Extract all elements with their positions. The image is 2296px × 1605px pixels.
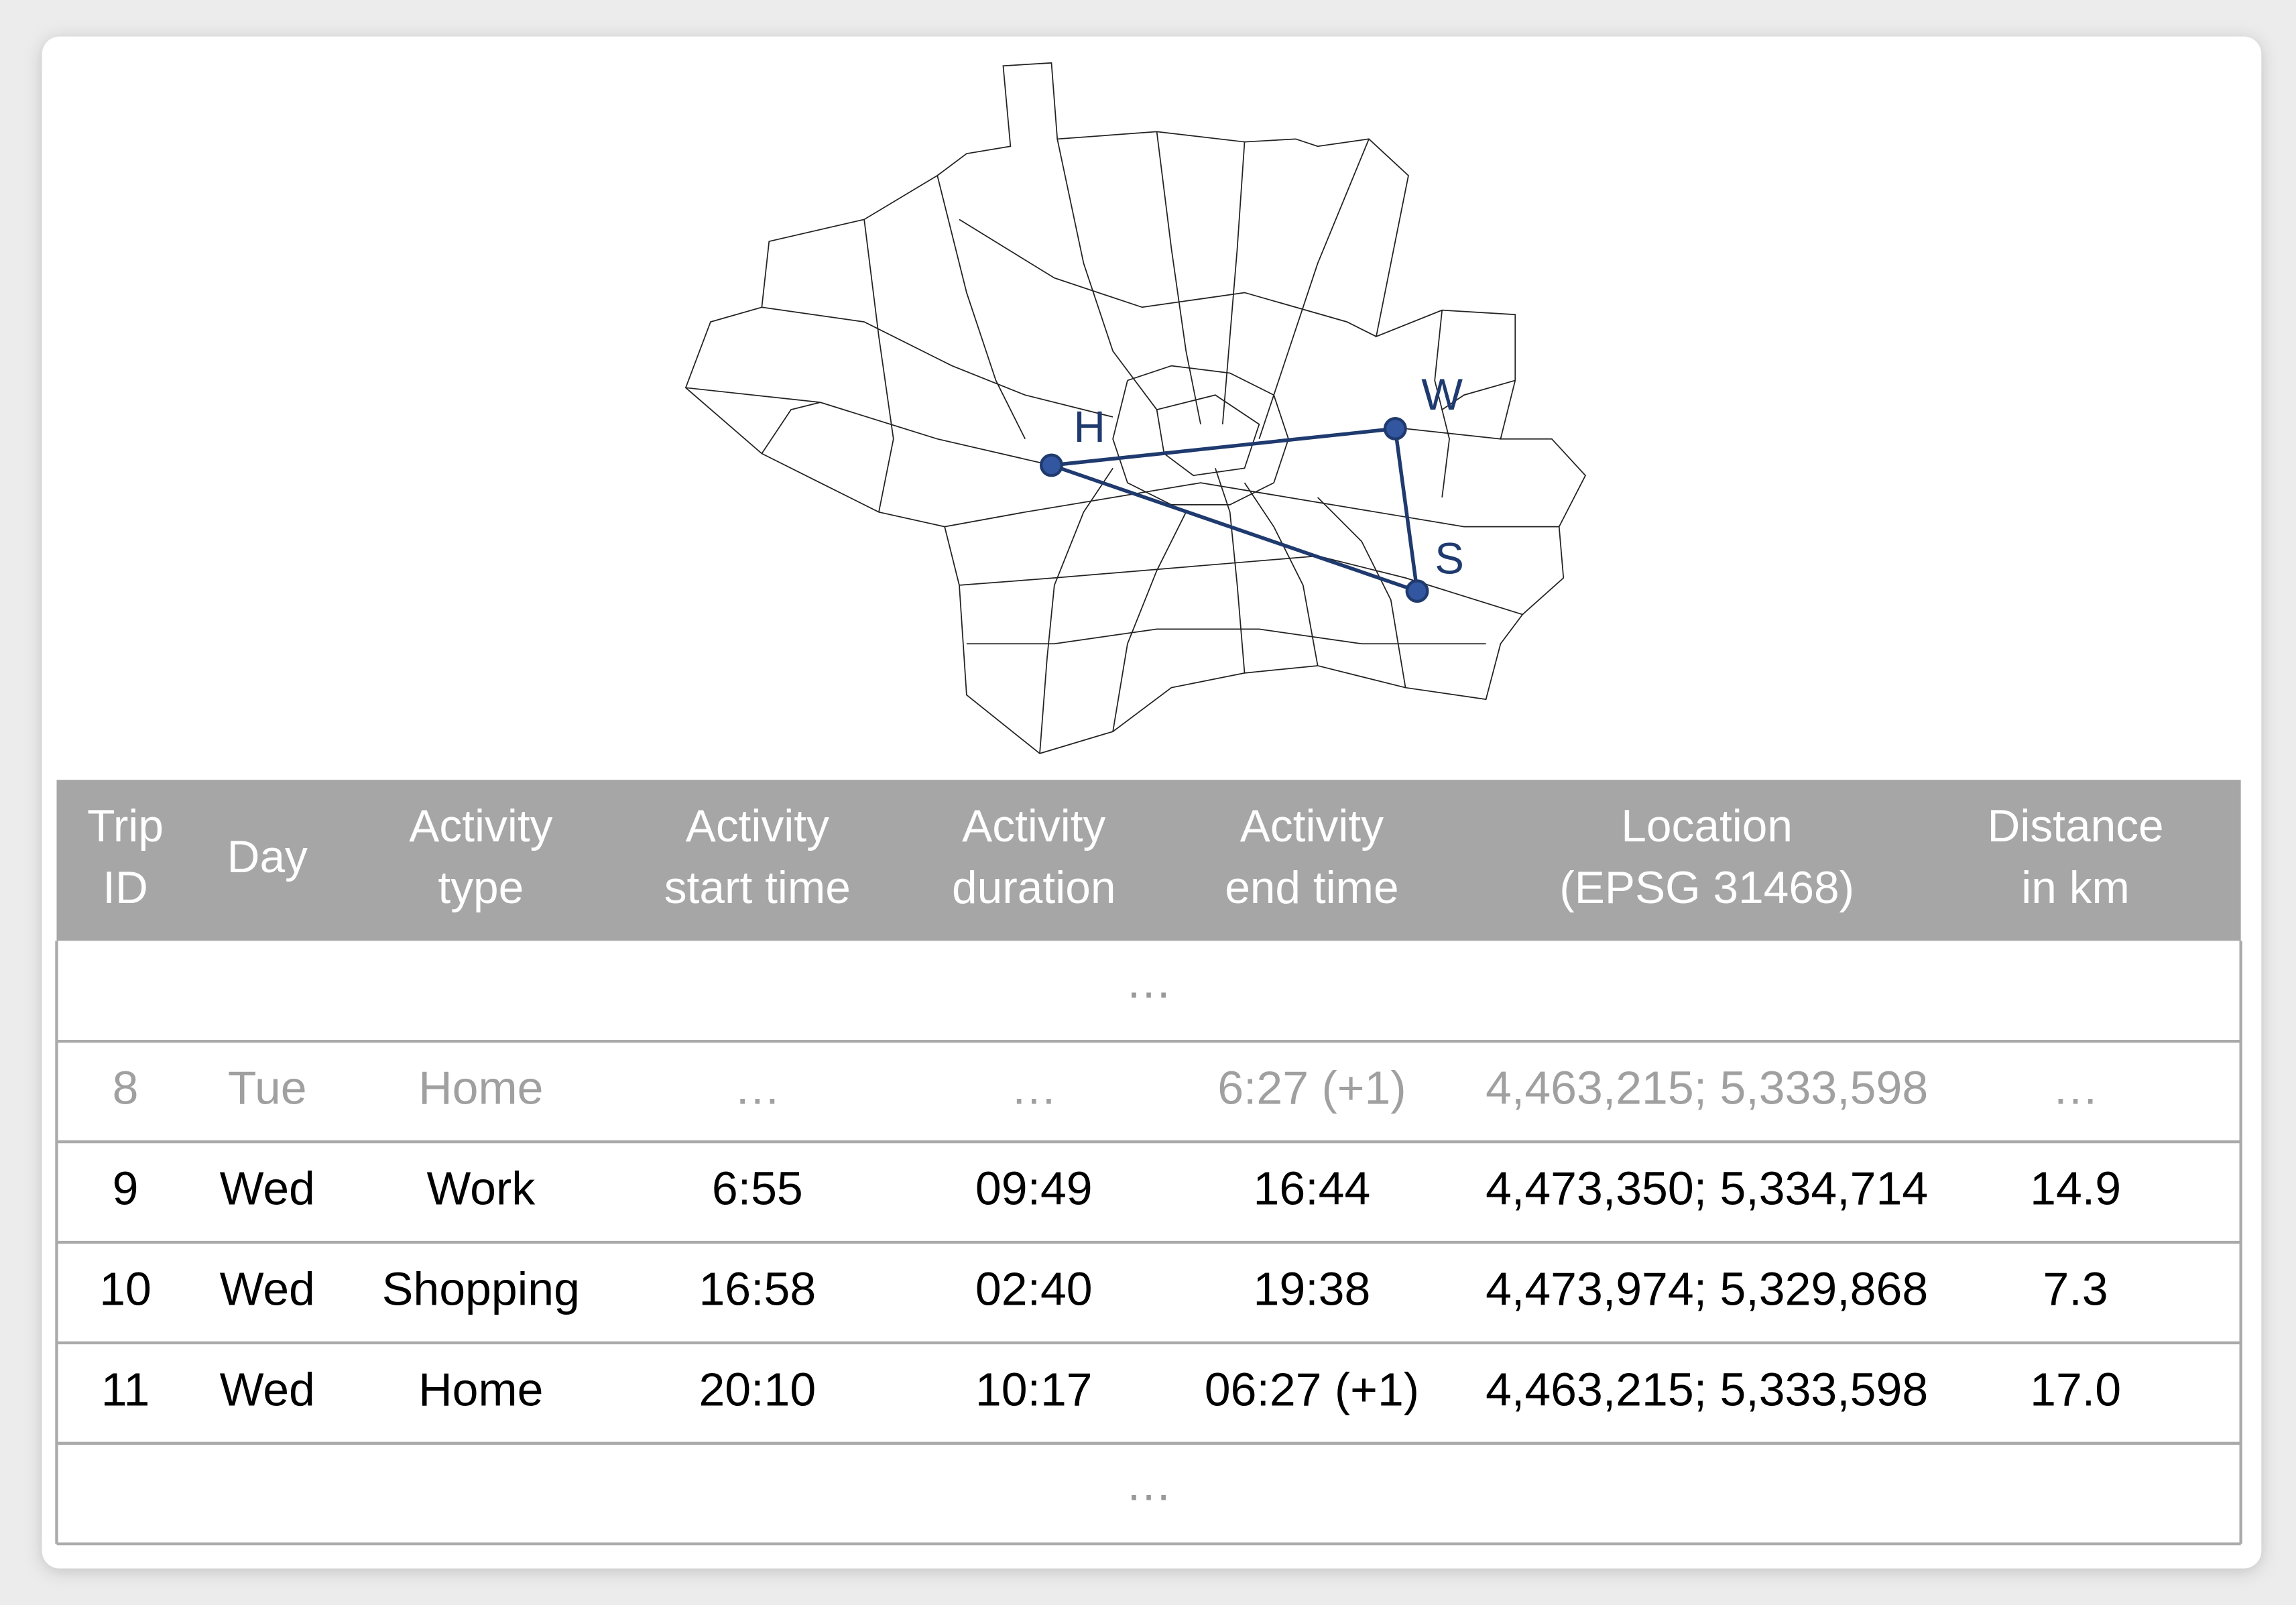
table-cell: Wed <box>220 1262 315 1315</box>
ellipsis-cell: … <box>1126 955 1172 1008</box>
table-cell: 19:38 <box>1254 1262 1371 1315</box>
table-cell: Home <box>418 1062 543 1114</box>
table-cell: 17.0 <box>2030 1363 2121 1415</box>
header-cell: type <box>438 863 524 913</box>
table-cell: 4,463,215; 5,333,598 <box>1486 1062 1928 1114</box>
table-cell: 09:49 <box>975 1162 1093 1214</box>
header-cell: Trip <box>87 801 164 851</box>
trip-triangle <box>1050 426 1420 594</box>
table-cell: … <box>734 1062 781 1114</box>
table-cell: 02:40 <box>975 1262 1093 1315</box>
header-cell: (EPSG 31468) <box>1559 863 1854 913</box>
table-cell: 16:44 <box>1254 1162 1371 1214</box>
table-cell: Tue <box>228 1062 307 1114</box>
table-cell: 9 <box>113 1162 139 1214</box>
city-map: H W S <box>684 62 1587 754</box>
table-cell: Home <box>418 1363 543 1415</box>
table-cell: 4,473,350; 5,334,714 <box>1486 1162 1928 1214</box>
table-cell: 11 <box>101 1363 150 1415</box>
header-cell: duration <box>952 863 1115 913</box>
table-cell: 8 <box>113 1062 139 1114</box>
header-cell: in km <box>2021 863 2130 913</box>
table-cell: Wed <box>220 1363 315 1415</box>
table-cell: Wed <box>220 1162 315 1214</box>
table-cell: 6:55 <box>712 1162 803 1214</box>
table-cell: 06:27 (+1) <box>1205 1363 1419 1415</box>
table-cell: … <box>2052 1062 2099 1114</box>
header-cell: ID <box>103 863 148 913</box>
table-cell: 20:10 <box>699 1363 816 1415</box>
table-cell: Work <box>427 1162 536 1214</box>
node-dot <box>1405 579 1429 603</box>
table-cell: 14.9 <box>2030 1162 2121 1214</box>
trip-lines <box>1050 426 1420 594</box>
header-cell: Activity <box>1240 801 1384 851</box>
header-cell: Location <box>1621 801 1793 851</box>
node-label: W <box>1421 370 1463 419</box>
table-cell: Shopping <box>382 1262 580 1315</box>
city-outline <box>684 62 1587 754</box>
table-cell: 10:17 <box>975 1363 1093 1415</box>
table-cell: 4,463,215; 5,333,598 <box>1486 1363 1928 1415</box>
node-label: H <box>1074 402 1105 451</box>
ellipsis-cell: … <box>1126 1458 1172 1510</box>
table-cell: 10 <box>99 1262 152 1315</box>
table-cell: 7.3 <box>2043 1262 2108 1315</box>
table-cell: … <box>1010 1062 1057 1114</box>
table-cell: 4,473,974; 5,329,868 <box>1486 1262 1928 1315</box>
node-dot <box>1040 453 1063 477</box>
table-cell: 6:27 (+1) <box>1217 1062 1406 1114</box>
table-cell: 16:58 <box>699 1262 816 1315</box>
header-cell: Activity <box>962 801 1105 851</box>
district-borders <box>685 131 1559 754</box>
header-cell: Activity <box>409 801 552 851</box>
trip-table: Trip ID Day Activity type Activity start time A… <box>55 780 2242 1545</box>
header-cell: Distance <box>1988 801 2164 851</box>
header-cell: start time <box>664 863 851 913</box>
header-cell: Activity <box>686 801 829 851</box>
node-dot <box>1383 416 1407 440</box>
node-label: S <box>1435 534 1464 583</box>
header-background <box>56 780 2241 941</box>
header-cell: Day <box>227 832 308 882</box>
header-cell: end time <box>1225 863 1398 913</box>
